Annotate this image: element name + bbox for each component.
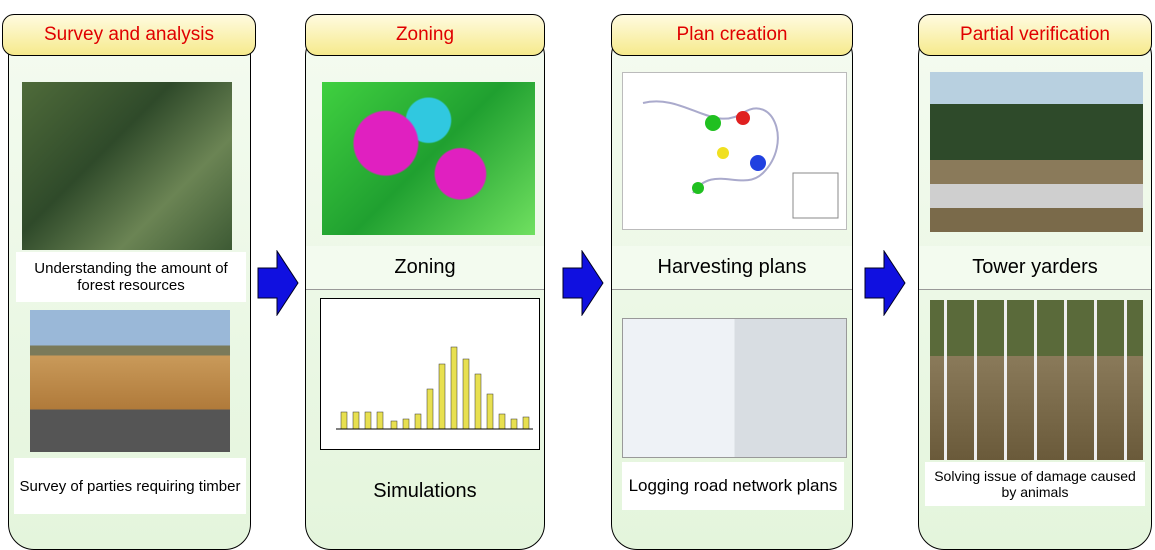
photo	[930, 300, 1143, 460]
arrow	[562, 250, 604, 316]
simulation-chart	[320, 298, 540, 450]
road-network-image	[622, 318, 847, 458]
photo	[930, 72, 1143, 232]
column-header: Survey and analysis	[2, 14, 256, 56]
column-header: Zoning	[305, 14, 545, 56]
caption: Logging road network plans	[622, 462, 844, 510]
photo	[30, 310, 230, 452]
arrow	[257, 250, 299, 316]
caption: Understanding the amount of forest resou…	[16, 252, 246, 302]
caption: Harvesting plans	[612, 246, 852, 290]
caption: Tower yarders	[919, 246, 1151, 290]
caption: Zoning	[306, 246, 544, 290]
photo	[22, 82, 232, 250]
caption: Simulations	[373, 479, 477, 502]
caption: Survey of parties requiring timber	[14, 458, 246, 514]
zoning-map	[322, 82, 535, 235]
caption: Solving issue of damage caused by animal…	[925, 462, 1145, 506]
arrow	[864, 250, 906, 316]
page: Survey and analysis Understanding the am…	[2, 14, 1152, 550]
column-header: Plan creation	[611, 14, 853, 56]
harvesting-map	[622, 72, 847, 230]
column-header: Partial verification	[918, 14, 1152, 56]
